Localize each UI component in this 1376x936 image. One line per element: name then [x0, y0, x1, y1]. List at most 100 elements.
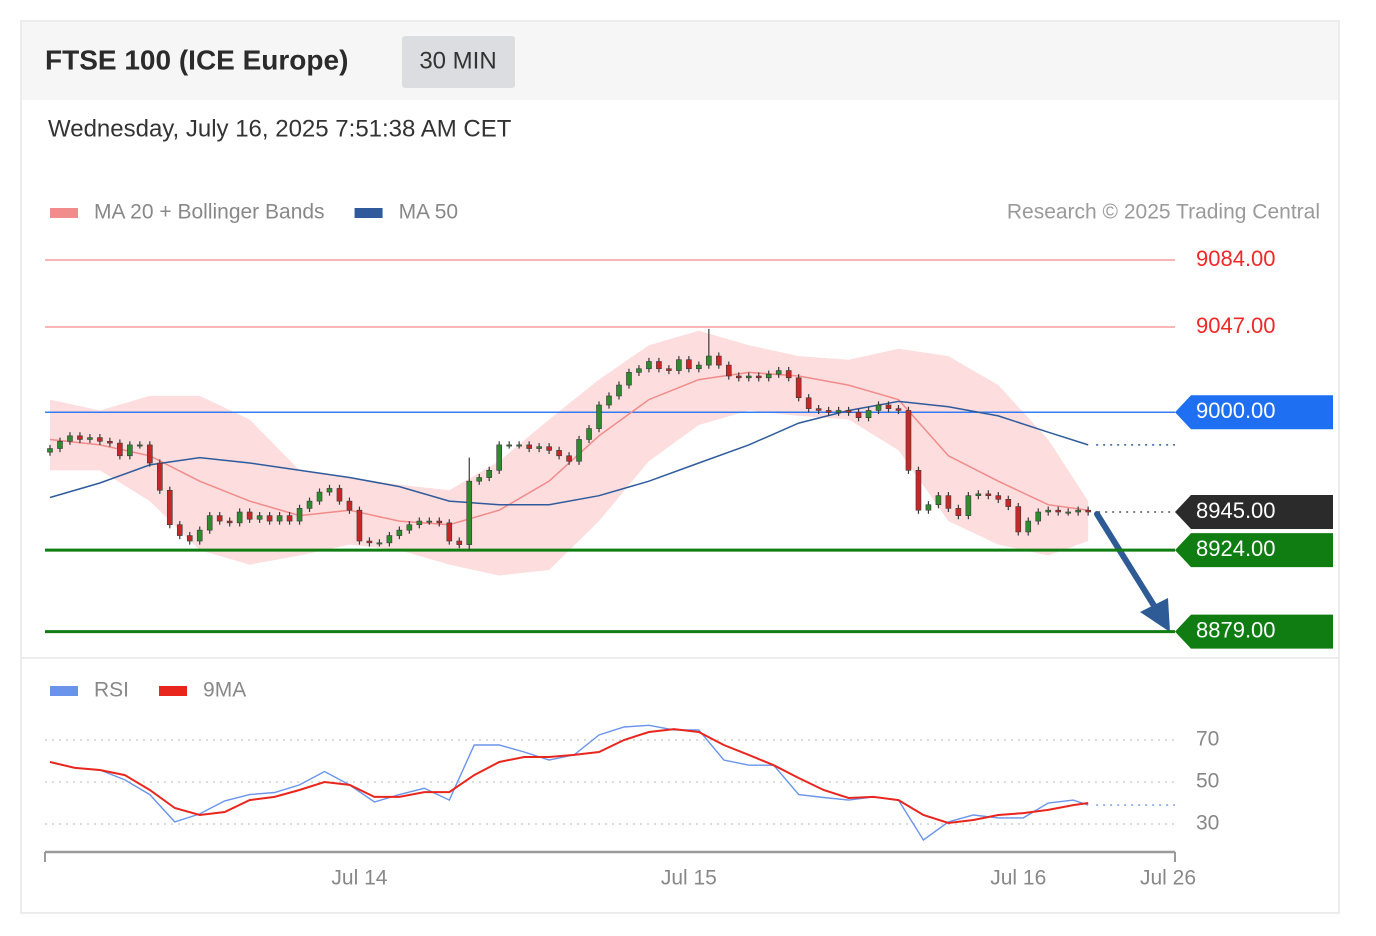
candle-body [516, 444, 522, 447]
candle-body [636, 368, 642, 373]
date: Wednesday, July 16, 2025 7:51:38 AM CET [48, 115, 512, 142]
level-label: 8945.00 [1196, 498, 1276, 523]
legend-label: MA 20 + Bollinger Bands [94, 201, 325, 224]
level-label: 9000.00 [1196, 398, 1276, 423]
forecast-arrowhead [1140, 598, 1170, 632]
candle-body [1045, 509, 1052, 513]
level-tag [1175, 495, 1333, 529]
candle-body [1025, 520, 1032, 533]
candle-body [1055, 509, 1062, 513]
candle-body [107, 440, 113, 444]
legend-swatch [159, 686, 188, 696]
candle-body [556, 450, 562, 457]
forecast-arrow [1094, 511, 1161, 615]
candle-body [137, 444, 143, 447]
candle-body [1005, 499, 1012, 507]
legend-label: RSI [94, 679, 129, 702]
timeframe-badge[interactable] [402, 36, 515, 88]
candle-body [186, 535, 193, 542]
y-tick-label: 30 [1196, 812, 1219, 835]
candle-body [795, 377, 802, 399]
candle-body [945, 495, 952, 509]
x-tick-label: Jul 15 [661, 867, 717, 890]
candle-body [586, 428, 592, 440]
candle-body [127, 444, 133, 457]
candle-body [176, 524, 183, 536]
candle-body [476, 477, 483, 482]
candle-body [1085, 509, 1091, 513]
level-tag [1175, 533, 1333, 568]
candle-body [117, 442, 123, 457]
candle-body [1065, 511, 1071, 514]
candle-body [506, 444, 512, 447]
series-line [49, 728, 1089, 825]
candle-body [376, 542, 383, 545]
candle-body [905, 410, 912, 471]
candle-body [57, 440, 63, 449]
x-tick-label: Jul 26 [1140, 867, 1196, 890]
y-tick-label: 50 [1196, 770, 1219, 793]
candle-body [236, 511, 243, 524]
candle-body [755, 375, 762, 379]
candle-body [666, 368, 672, 371]
candle-body [576, 439, 582, 462]
y-tick-label: 70 [1196, 728, 1219, 751]
candle-body [696, 364, 702, 370]
timeframe[interactable]: 30 MIN [419, 47, 496, 74]
candle-body [716, 355, 722, 366]
candle-body [486, 469, 493, 478]
overlay-line [49, 400, 1089, 506]
level-tag [1175, 395, 1333, 430]
candle-body [466, 480, 473, 545]
candle-body [1075, 509, 1081, 513]
candle-body [626, 372, 632, 386]
candle-body [706, 355, 712, 366]
candle-body [735, 375, 742, 379]
candle-body [606, 395, 612, 406]
candle-body [47, 448, 53, 453]
level-label: 8879.00 [1196, 617, 1276, 642]
candle-body [616, 384, 622, 397]
candle-body [1035, 511, 1042, 522]
candle-body [815, 408, 822, 411]
level-label: 9084.00 [1196, 246, 1276, 271]
candle-body [865, 410, 872, 419]
candle-body [646, 361, 652, 370]
candle-body [845, 410, 852, 413]
candle-body [77, 435, 83, 440]
candle-body [286, 515, 293, 522]
candle-body [67, 435, 73, 442]
candle-body [825, 410, 832, 413]
level-tag [1175, 614, 1333, 649]
candle-body [985, 493, 992, 496]
candle-body [87, 437, 93, 440]
candle-body [156, 462, 163, 491]
title: FTSE 100 (ICE Europe) [45, 44, 348, 75]
candle-body [975, 493, 982, 496]
candle-body [496, 444, 502, 471]
candle-body [885, 404, 892, 409]
candle-body [416, 520, 423, 525]
credit: Research © 2025 Trading Central [1007, 201, 1320, 224]
candle-body [266, 515, 273, 522]
legend-swatch [50, 208, 78, 218]
candle-body [446, 522, 453, 542]
candle-body [97, 437, 103, 442]
candle-body [965, 495, 972, 516]
candle-body [915, 469, 922, 511]
candle-body [276, 515, 283, 522]
level-label: 9047.00 [1196, 313, 1276, 338]
candle-body [356, 509, 363, 542]
candle-body [935, 495, 942, 506]
candle-body [326, 488, 333, 493]
candle-body [246, 511, 253, 520]
candle-body [526, 444, 532, 449]
x-tick-label: Jul 14 [331, 867, 387, 890]
candle-body [805, 397, 812, 409]
candle-body [306, 500, 313, 509]
candle-body [686, 359, 692, 370]
candle-body [426, 520, 433, 523]
x-tick-label: Jul 16 [990, 867, 1046, 890]
candle-body [725, 364, 732, 377]
